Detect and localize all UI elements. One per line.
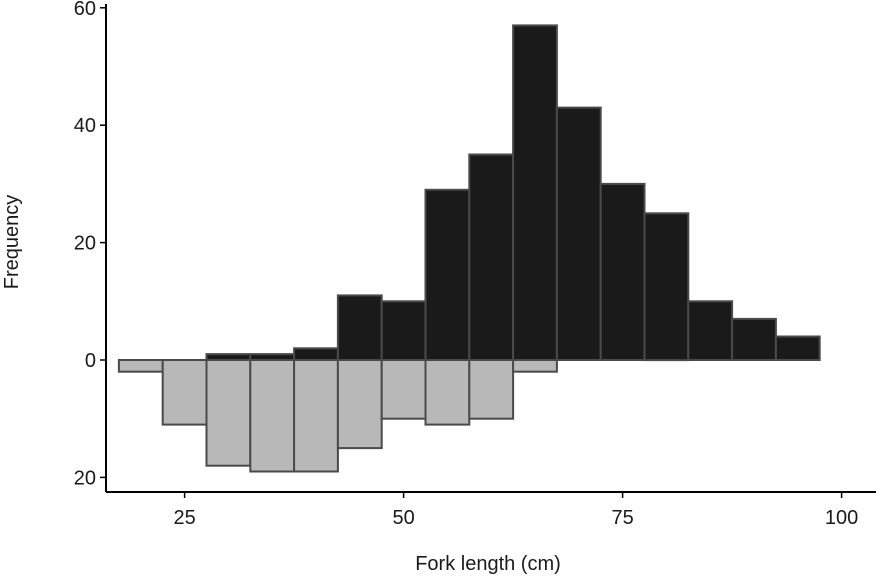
x-axis-ticks: 25 50 75 100: [173, 492, 858, 529]
lower-bar-50: [380, 359, 427, 420]
upper-bar-65: [512, 24, 558, 362]
lower-bar-45: [336, 359, 383, 450]
x-tick-label: 50: [392, 507, 414, 529]
upper-bar-40: [293, 347, 339, 361]
lower-bar-40: [293, 359, 339, 473]
upper-bar-30: [205, 353, 252, 362]
upper-bar-75: [599, 182, 646, 361]
upper-bar-85: [687, 300, 734, 361]
x-tick-label: 75: [611, 507, 633, 529]
x-axis-title: Fork length (cm): [415, 553, 561, 575]
lower-bar-25: [161, 359, 208, 426]
upper-bar-70: [555, 106, 602, 361]
upper-series-bars: [205, 24, 821, 362]
x-tick-label: 100: [825, 507, 858, 529]
y-tick-label: 40: [74, 115, 96, 137]
lower-bar-55: [424, 359, 471, 426]
upper-bar-55: [424, 188, 471, 361]
upper-bar-45: [336, 294, 383, 361]
upper-bar-60: [468, 153, 515, 361]
y-tick-label: 0: [85, 350, 96, 372]
upper-bar-80: [643, 212, 690, 362]
upper-bar-35: [249, 353, 296, 362]
x-tick-label: 25: [173, 507, 195, 529]
lower-series-bars: [117, 359, 558, 473]
lower-bar-30: [205, 359, 252, 467]
lower-bar-35: [249, 359, 296, 473]
y-axis-title: Frequency: [1, 195, 23, 290]
y-axis-ticks: 60 40 20 0 20: [74, 0, 106, 489]
upper-bar-95: [774, 335, 821, 361]
lower-bar-65: [512, 359, 558, 373]
lower-bar-60: [468, 359, 515, 420]
lower-bar-20: [117, 359, 164, 373]
y-tick-label: 60: [74, 0, 96, 20]
y-tick-label: 20: [74, 233, 96, 255]
upper-bar-50: [380, 300, 427, 361]
y-tick-label: 20: [74, 467, 96, 489]
upper-bar-90: [731, 317, 777, 361]
